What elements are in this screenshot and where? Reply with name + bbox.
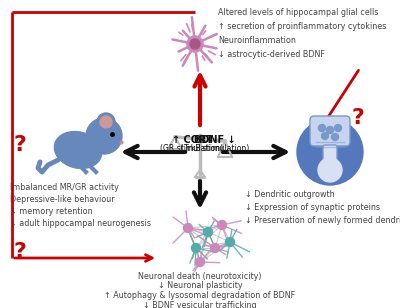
Text: ↓ BDNF vesicular trafficking: ↓ BDNF vesicular trafficking (143, 301, 257, 308)
Text: ?: ? (14, 242, 26, 262)
Circle shape (192, 244, 200, 253)
Circle shape (210, 244, 220, 253)
Text: Depressive-like behaviour: Depressive-like behaviour (10, 195, 115, 204)
Circle shape (318, 158, 342, 182)
Circle shape (100, 116, 112, 128)
Circle shape (326, 127, 334, 133)
Circle shape (184, 224, 192, 233)
Circle shape (226, 237, 234, 246)
Circle shape (97, 113, 115, 131)
Text: Neuronal death (neurotoxicity): Neuronal death (neurotoxicity) (138, 272, 262, 281)
Text: ?: ? (352, 108, 364, 128)
Text: (TrkB stimulation): (TrkB stimulation) (181, 144, 249, 152)
Circle shape (190, 39, 200, 49)
Circle shape (187, 36, 203, 52)
Ellipse shape (54, 132, 102, 168)
Text: ↓ Preservation of newly formed dendritic spines: ↓ Preservation of newly formed dendritic… (245, 216, 400, 225)
Text: BDNF ↓: BDNF ↓ (194, 135, 236, 145)
Circle shape (318, 124, 326, 132)
Circle shape (218, 221, 226, 229)
Text: Imbalanced MR/GR activity: Imbalanced MR/GR activity (10, 183, 119, 192)
FancyBboxPatch shape (310, 116, 350, 146)
Circle shape (204, 228, 212, 237)
Text: Neuroinflammation: Neuroinflammation (218, 36, 296, 45)
Text: ↑ Autophagy & lysosomal degradation of BDNF: ↑ Autophagy & lysosomal degradation of B… (104, 291, 296, 300)
Text: ↓ Neuronal plasticity: ↓ Neuronal plasticity (158, 282, 242, 290)
Text: (GR stimulation): (GR stimulation) (160, 144, 224, 152)
Text: ↓ Expression of synaptic proteins: ↓ Expression of synaptic proteins (245, 203, 380, 212)
Text: ↓ Dendritic outgrowth: ↓ Dendritic outgrowth (245, 190, 335, 199)
Text: ?: ? (14, 135, 26, 155)
Circle shape (196, 257, 204, 266)
Text: ↑ secretion of proinflammatory cytokines: ↑ secretion of proinflammatory cytokines (218, 22, 386, 31)
Circle shape (334, 124, 342, 132)
Circle shape (322, 132, 328, 140)
Text: ↓ adult hippocampal neurogenesis: ↓ adult hippocampal neurogenesis (10, 219, 151, 228)
Circle shape (86, 118, 122, 154)
FancyBboxPatch shape (323, 145, 337, 167)
Text: ↓ memory retention: ↓ memory retention (10, 207, 93, 216)
Text: ↓ astrocytic-derived BDNF: ↓ astrocytic-derived BDNF (218, 50, 325, 59)
Circle shape (297, 119, 363, 185)
Text: Altered levels of hippocampal glial cells: Altered levels of hippocampal glial cell… (218, 8, 378, 17)
Circle shape (332, 133, 338, 140)
Text: ↑ CORT: ↑ CORT (172, 135, 212, 145)
